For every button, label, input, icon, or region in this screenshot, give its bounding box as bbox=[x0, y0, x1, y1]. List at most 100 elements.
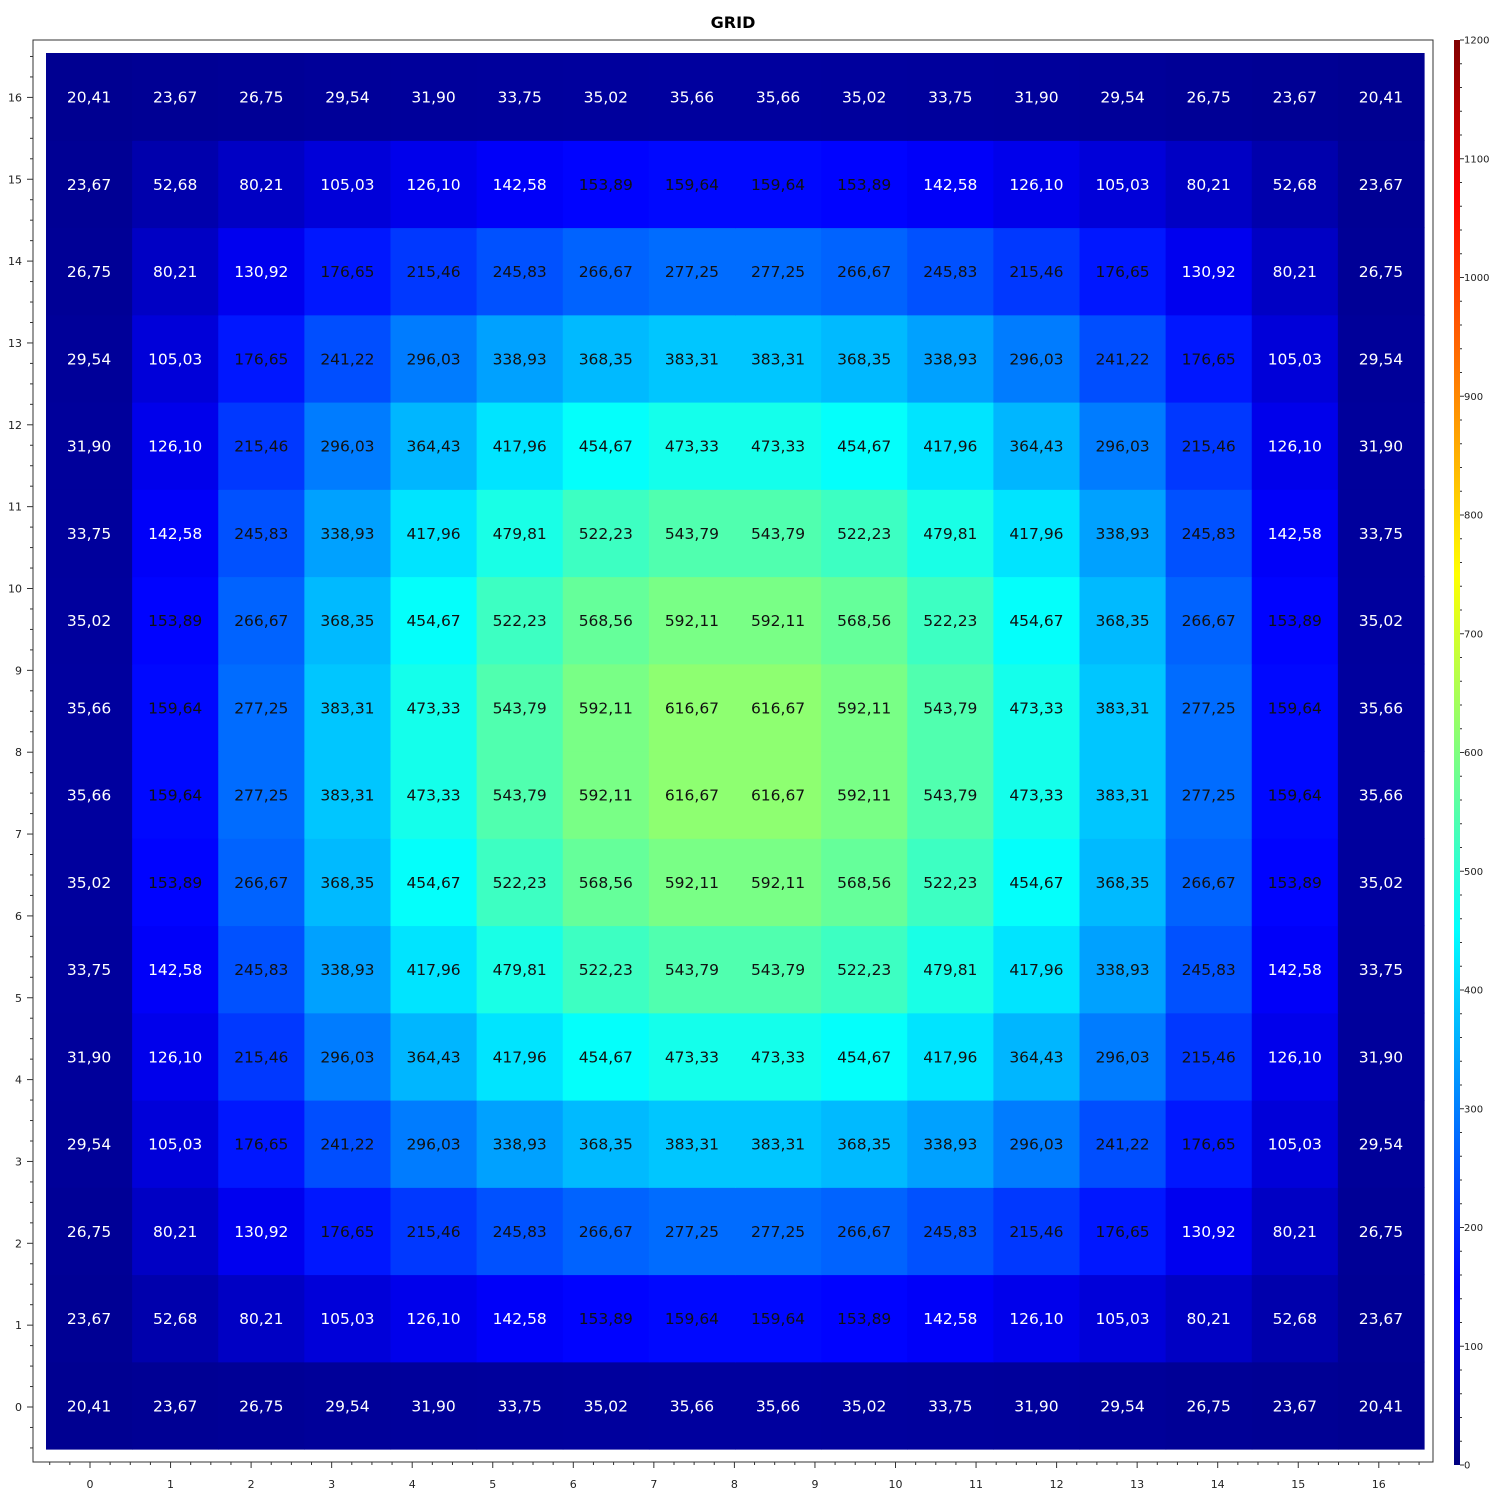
heatmap-cell bbox=[907, 1361, 994, 1450]
cell-value-label: 277,25 bbox=[234, 787, 288, 805]
heatmap-cell bbox=[304, 1274, 392, 1363]
cell-value-label: 266,67 bbox=[579, 263, 633, 281]
heatmap-cell bbox=[1079, 53, 1167, 141]
cell-value-label: 215,46 bbox=[234, 1048, 288, 1066]
y-tick-label: 14 bbox=[8, 255, 22, 268]
cell-value-label: 383,31 bbox=[751, 350, 805, 368]
cell-value-label: 35,66 bbox=[670, 89, 714, 107]
heatmap-cell bbox=[1165, 227, 1253, 316]
heatmap-cell bbox=[476, 576, 564, 665]
heatmap-cell bbox=[993, 925, 1081, 1014]
cell-value-label: 383,31 bbox=[751, 1136, 805, 1154]
heatmap-cell bbox=[476, 1274, 564, 1363]
cell-value-label: 105,03 bbox=[1268, 350, 1322, 368]
heatmap-cell bbox=[993, 751, 1081, 839]
heatmap-cell bbox=[735, 314, 822, 403]
heatmap-cell bbox=[390, 576, 478, 665]
heatmap-cell bbox=[648, 1187, 736, 1276]
heatmap-cell bbox=[476, 1187, 564, 1276]
heatmap-cell bbox=[304, 402, 392, 490]
cell-value-label: 296,03 bbox=[406, 1136, 460, 1154]
cell-value-label: 568,56 bbox=[837, 612, 891, 630]
cell-value-label: 383,31 bbox=[665, 350, 719, 368]
heatmap-cell bbox=[132, 1100, 219, 1188]
cell-value-label: 31,90 bbox=[411, 1397, 455, 1415]
heatmap-cell bbox=[993, 227, 1081, 316]
heatmap-cell bbox=[735, 140, 822, 229]
cell-value-label: 522,23 bbox=[579, 961, 633, 979]
heatmap-cell bbox=[1251, 1274, 1339, 1363]
cell-value-label: 126,10 bbox=[1268, 438, 1322, 456]
heatmap-cell bbox=[821, 53, 908, 141]
cell-value-label: 105,03 bbox=[320, 1310, 374, 1328]
cell-value-label: 142,58 bbox=[1268, 525, 1322, 543]
cell-value-label: 31,90 bbox=[67, 438, 111, 456]
heatmap-cell bbox=[390, 751, 478, 839]
heatmap-cell bbox=[46, 925, 133, 1014]
heatmap-cell bbox=[1165, 1100, 1253, 1188]
heatmap-cell bbox=[1079, 140, 1167, 229]
cell-value-label: 176,65 bbox=[234, 350, 288, 368]
cell-value-label: 417,96 bbox=[1009, 961, 1063, 979]
cell-value-label: 241,22 bbox=[1095, 350, 1149, 368]
heatmap-cell bbox=[1337, 751, 1425, 839]
cell-value-label: 26,75 bbox=[1359, 263, 1403, 281]
heatmap-cell bbox=[735, 1274, 822, 1363]
heatmap-cell bbox=[1079, 1361, 1167, 1450]
cell-value-label: 23,67 bbox=[1359, 176, 1403, 194]
heatmap-cell bbox=[218, 1187, 305, 1276]
heatmap-cell bbox=[1337, 402, 1425, 490]
heatmap-cell bbox=[648, 489, 736, 578]
heatmap-cell bbox=[648, 838, 736, 927]
heatmap-cell bbox=[1251, 838, 1339, 927]
colorbar-tick-label: 700 bbox=[1464, 629, 1483, 640]
heatmap-cell bbox=[1337, 1012, 1425, 1101]
heatmap-cell bbox=[1165, 314, 1253, 403]
y-tick-label: 1 bbox=[15, 1319, 22, 1332]
cell-value-label: 368,35 bbox=[320, 874, 374, 892]
heatmap-cell bbox=[562, 1100, 650, 1188]
heatmap-cell bbox=[304, 140, 392, 229]
heatmap-cell bbox=[1251, 314, 1339, 403]
heatmap-cell bbox=[218, 925, 305, 1014]
cell-value-label: 176,65 bbox=[1095, 263, 1149, 281]
cell-value-label: 241,22 bbox=[320, 350, 374, 368]
heatmap-cell bbox=[304, 1361, 392, 1450]
cell-value-label: 215,46 bbox=[234, 438, 288, 456]
heatmap-cell bbox=[46, 227, 133, 316]
cell-value-label: 215,46 bbox=[406, 263, 460, 281]
cell-value-label: 479,81 bbox=[923, 525, 977, 543]
cell-value-label: 80,21 bbox=[239, 176, 283, 194]
heatmap-cell bbox=[218, 402, 305, 490]
cell-value-label: 245,83 bbox=[234, 961, 288, 979]
x-tick-label: 5 bbox=[489, 1478, 496, 1491]
heatmap-cell bbox=[1165, 1361, 1253, 1450]
heatmap-cell bbox=[218, 227, 305, 316]
cell-value-label: 20,41 bbox=[67, 89, 111, 107]
heatmap-cell bbox=[562, 1274, 650, 1363]
cell-value-label: 245,83 bbox=[923, 1223, 977, 1241]
cell-value-label: 266,67 bbox=[837, 1223, 891, 1241]
heatmap-cell bbox=[907, 140, 994, 229]
x-tick-label: 14 bbox=[1211, 1478, 1225, 1491]
colorbar-tick-label: 0 bbox=[1464, 1461, 1470, 1472]
colorbar: 0 100 200 300 400 500 600 700 800 900 1000 1100 1200 bbox=[1454, 36, 1489, 1472]
cell-value-label: 277,25 bbox=[751, 1223, 805, 1241]
cell-value-label: 543,79 bbox=[751, 525, 805, 543]
heatmap-cell bbox=[735, 1187, 822, 1276]
heatmap-cell bbox=[907, 576, 994, 665]
cell-value-label: 296,03 bbox=[1009, 1136, 1063, 1154]
heatmap-cell bbox=[46, 402, 133, 490]
cell-value-label: 20,41 bbox=[67, 1397, 111, 1415]
cell-value-label: 35,66 bbox=[1359, 787, 1403, 805]
y-tick-label: 16 bbox=[8, 91, 22, 104]
cell-value-label: 383,31 bbox=[320, 787, 374, 805]
cell-value-label: 417,96 bbox=[406, 961, 460, 979]
colorbar-tick-label: 1200 bbox=[1464, 36, 1489, 47]
cell-value-label: 153,89 bbox=[579, 1310, 633, 1328]
cell-value-label: 473,33 bbox=[406, 699, 460, 717]
heatmap-cell bbox=[132, 925, 219, 1014]
heatmap-cell bbox=[907, 1100, 994, 1188]
heatmap-cell bbox=[993, 576, 1081, 665]
cell-value-label: 522,23 bbox=[579, 525, 633, 543]
